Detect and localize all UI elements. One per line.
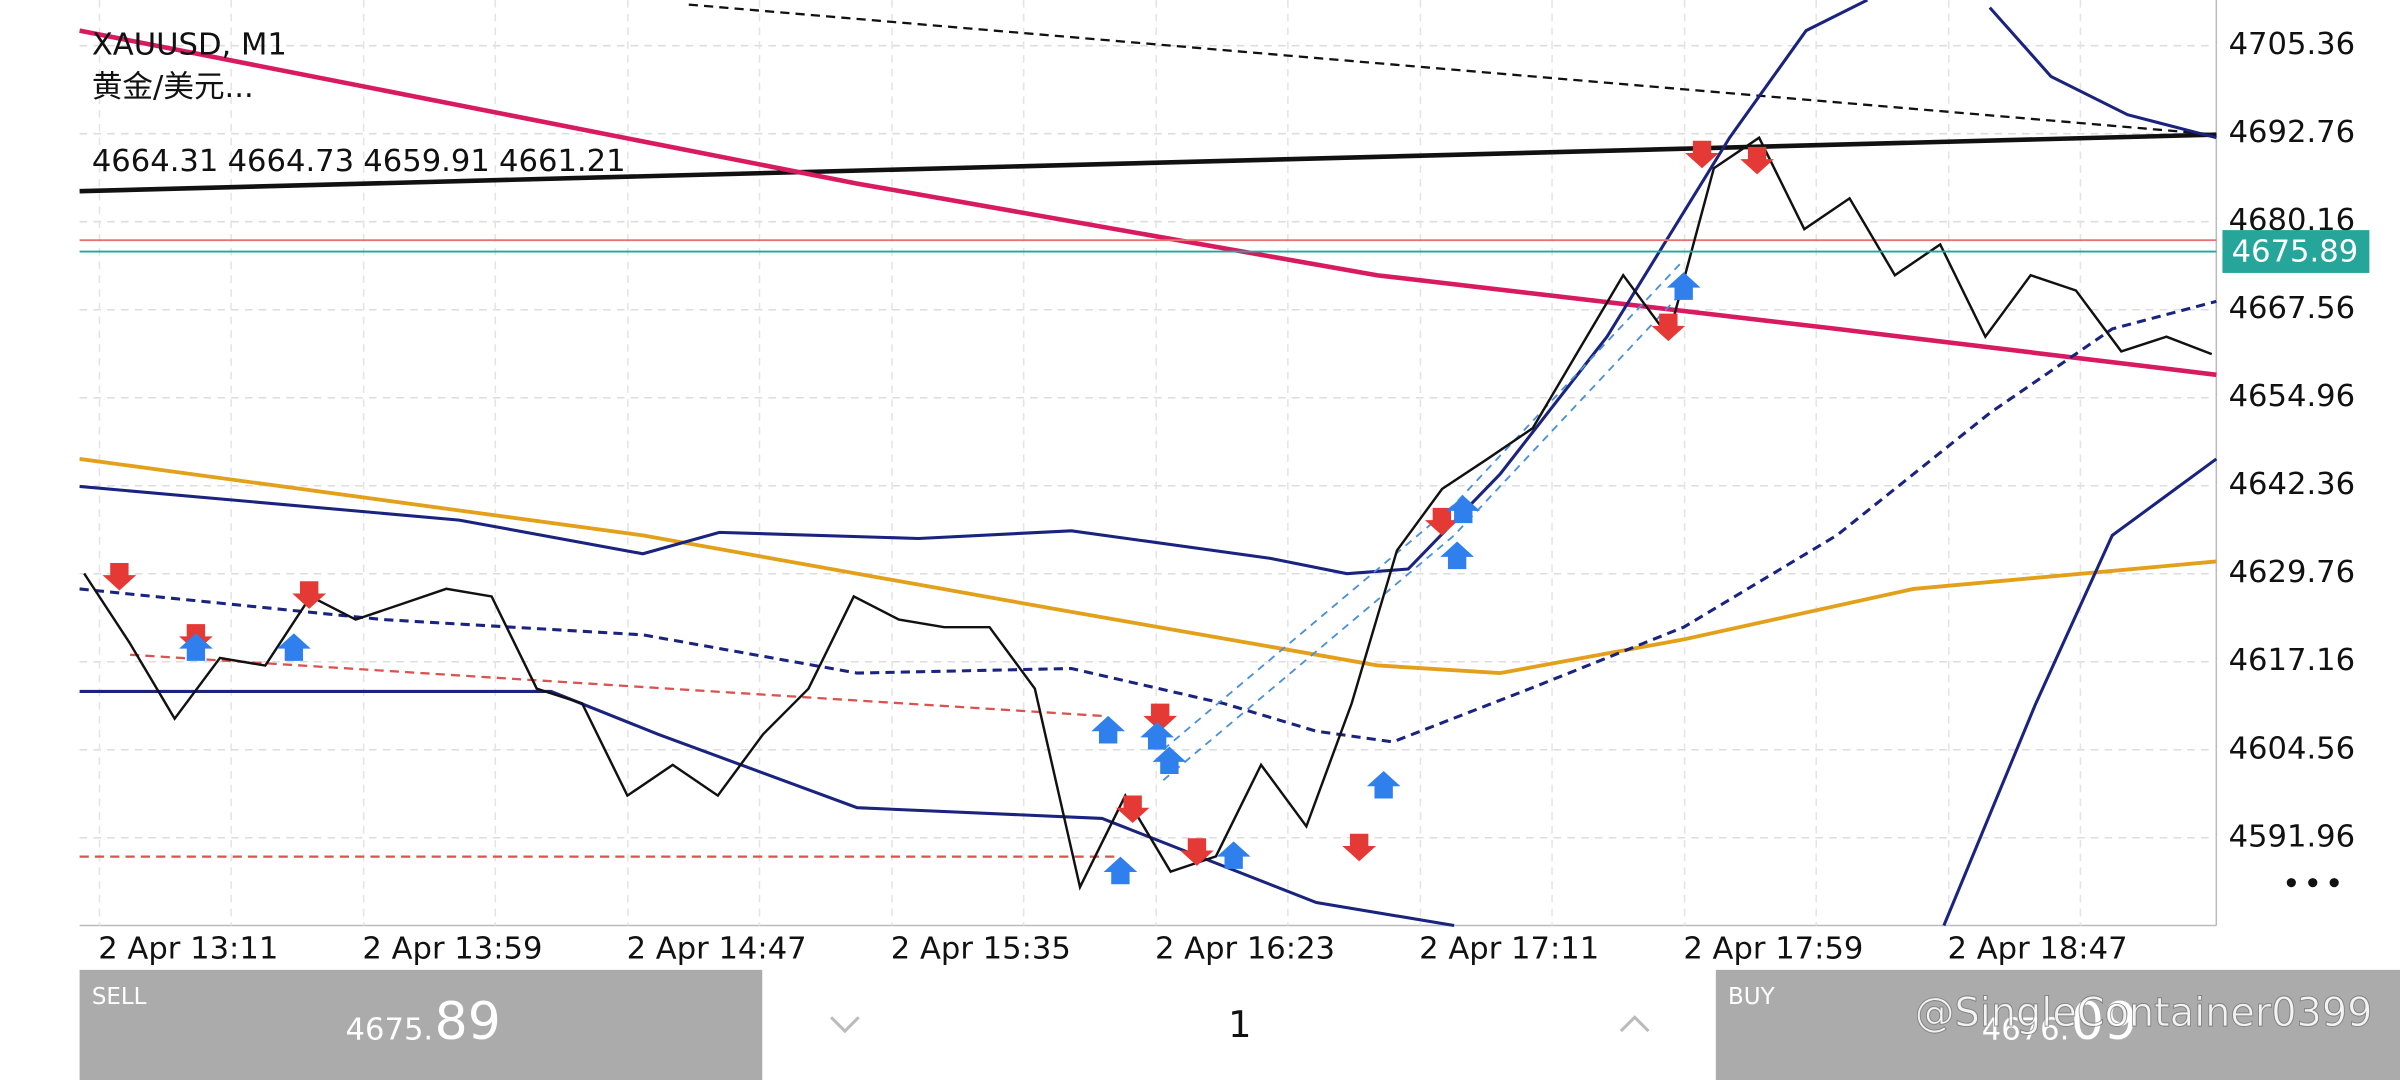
- band-lower: [79, 689, 1455, 928]
- y-tick-label: 4654.96: [2229, 379, 2356, 414]
- price-line: [83, 135, 2213, 891]
- menu-dots[interactable]: [2286, 878, 2339, 888]
- x-tick-label: 2 Apr 14:47: [627, 931, 807, 966]
- band-middle: [79, 299, 2217, 744]
- y-tick-label: 4617.16: [2229, 643, 2356, 678]
- band-lower-2: [1942, 457, 2218, 927]
- volume-control: 1: [830, 1003, 1650, 1046]
- x-tick-label: 2 Apr 16:23: [1155, 931, 1335, 966]
- x-tick-label: 2 Apr 13:59: [362, 931, 542, 966]
- y-tick-label: 4642.36: [2229, 467, 2356, 502]
- band-upper: [79, 0, 2217, 576]
- y-tick-label: 4705.36: [2229, 27, 2356, 62]
- y-tick-label: 4692.76: [2229, 115, 2356, 150]
- ohlc-close: 4661.21: [499, 144, 626, 179]
- buy-price-main: 4676.: [1982, 1013, 2070, 1048]
- ma-pink: [79, 28, 2217, 378]
- current-price-box: [2222, 230, 2370, 273]
- description: 黄金/美元...: [92, 70, 254, 105]
- dot: [2286, 878, 2296, 888]
- watermark: @SingleContainer0399: [1915, 990, 2373, 1036]
- ma-dashed: [688, 3, 2217, 136]
- volume-down[interactable]: [830, 1016, 860, 1034]
- y-tick-label: 4667.56: [2229, 291, 2356, 326]
- sell-price-fraction: 89: [435, 992, 501, 1052]
- ma-black: [79, 132, 2217, 194]
- ohlc-values: 4664.31 4664.73 4659.91 4661.21: [92, 144, 626, 179]
- plot: 4675.89: [79, 135, 2370, 891]
- grid: 4705.364692.764680.164667.564654.964642.…: [79, 0, 2356, 966]
- current-price-label: 4675.89: [2232, 235, 2359, 270]
- y-tick-label: 4604.56: [2229, 731, 2356, 766]
- y-tick-label: 4591.96: [2229, 819, 2356, 854]
- volume[interactable]: 1: [1228, 1003, 1251, 1046]
- x-tick-label: 2 Apr 18:47: [1948, 931, 2128, 966]
- ma-orange: [79, 457, 2217, 676]
- sell-button[interactable]: SELL 4675. 89: [79, 969, 763, 1080]
- buy-bg: [1715, 969, 2400, 1080]
- x-tick-label: 2 Apr 13:11: [98, 931, 278, 966]
- ohlc-open: 4664.31: [92, 144, 219, 179]
- buy-button[interactable]: BUY 4676. 09: [1715, 969, 2400, 1080]
- buy-price-fraction: 09: [2071, 992, 2137, 1052]
- x-tick-label: 2 Apr 15:35: [891, 931, 1071, 966]
- y-tick-label: 4629.76: [2229, 555, 2356, 590]
- symbol: XAUUSD, M1: [92, 27, 287, 62]
- sell-label: SELL: [92, 984, 147, 1010]
- ohlc-high: 4664.73: [228, 144, 355, 179]
- sell-bg: [79, 969, 763, 1080]
- channel: [1162, 259, 1685, 781]
- level-dashed: [130, 653, 1103, 718]
- sell-price-main: 4675.: [346, 1013, 434, 1048]
- dot: [2308, 878, 2318, 888]
- volume-up[interactable]: [1619, 1015, 1650, 1033]
- buy-label: BUY: [1728, 984, 1776, 1010]
- indicators: [79, 0, 2218, 928]
- ohlc-low: 4659.91: [363, 144, 490, 179]
- x-tick-label: 2 Apr 17:59: [1683, 931, 1863, 966]
- dot: [2329, 878, 2339, 888]
- x-tick-label: 2 Apr 17:11: [1419, 931, 1599, 966]
